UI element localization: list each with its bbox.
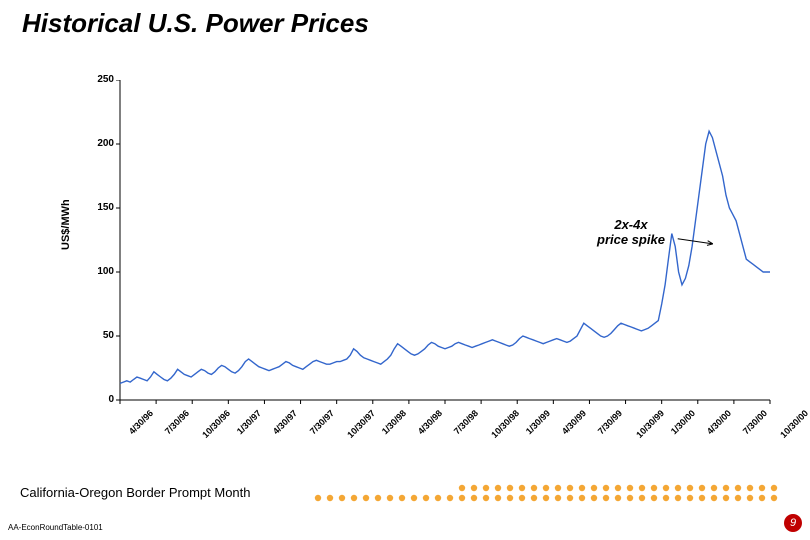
page-number-badge: 9	[784, 514, 802, 532]
slide: Historical U.S. Power Prices US$/MWh 0 50…	[0, 0, 810, 540]
y-tick-label: 200	[84, 138, 114, 149]
page-title: Historical U.S. Power Prices	[22, 8, 369, 39]
spike-annotation: 2x-4x price spike	[597, 218, 665, 247]
decorative-dots	[302, 480, 780, 510]
page-number: 9	[790, 517, 796, 529]
line-chart	[80, 80, 780, 460]
y-tick-label: 150	[84, 202, 114, 213]
chart-container: 050100150200250 4/30/967/30/9610/30/961/…	[80, 80, 780, 460]
annotation-line1: 2x-4x	[614, 217, 647, 232]
y-tick-label: 100	[84, 266, 114, 277]
footer-code: AA-EconRoundTable-0101	[8, 523, 103, 532]
x-tick-label: 10/30/00	[778, 408, 810, 440]
chart-caption: California-Oregon Border Prompt Month	[20, 485, 251, 500]
y-axis-label: US$/MWh	[60, 199, 72, 250]
y-tick-label: 0	[84, 394, 114, 405]
y-tick-label: 50	[84, 330, 114, 341]
annotation-line2: price spike	[597, 232, 665, 247]
y-tick-label: 250	[84, 74, 114, 85]
